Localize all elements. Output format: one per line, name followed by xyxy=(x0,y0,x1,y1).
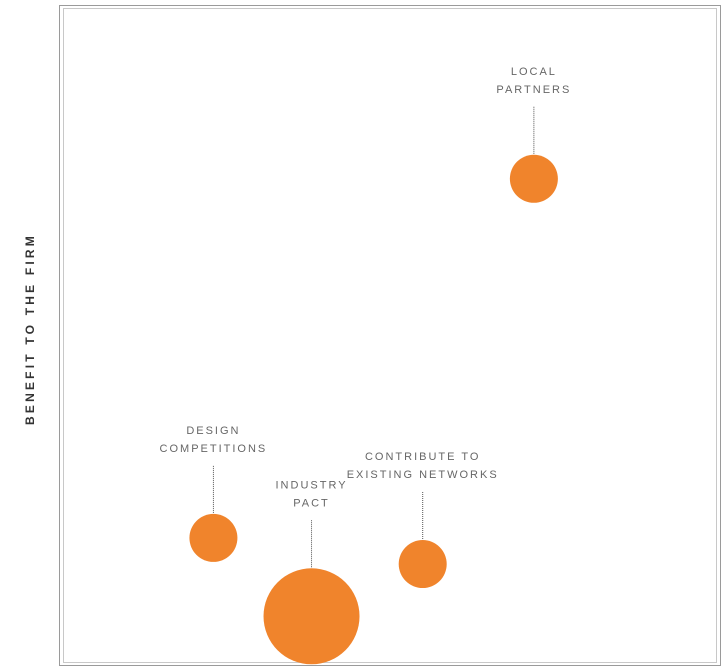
bubble-point xyxy=(263,568,360,665)
bubble-group: LOCAL PARTNERS xyxy=(496,66,571,203)
bubble-point xyxy=(398,540,447,589)
plot-frame-inner xyxy=(63,8,717,663)
bubble-label: PARTNERS xyxy=(496,84,571,96)
bubble-group: CONTRIBUTE TO EXISTING NETWORKS xyxy=(347,451,499,589)
bubble-label: LOCAL xyxy=(511,66,557,78)
bubble-label: EXISTING NETWORKS xyxy=(347,469,499,481)
plot-frame xyxy=(59,5,721,666)
bubble-point xyxy=(189,513,238,562)
bubble-label: CONTRIBUTE TO xyxy=(365,451,480,463)
bubble-group: INDUSTRY PACT xyxy=(263,479,360,665)
y-axis-label: BENEFIT TO THE FIRM xyxy=(23,233,37,425)
bubble-label: PACT xyxy=(293,497,330,509)
bubble-label: INDUSTRY xyxy=(276,479,348,491)
bubble-group: DESIGN COMPETITIONS xyxy=(160,425,268,562)
bubble-point xyxy=(509,154,558,203)
bubble-label: COMPETITIONS xyxy=(160,443,268,455)
bubble-label: DESIGN xyxy=(186,425,240,437)
